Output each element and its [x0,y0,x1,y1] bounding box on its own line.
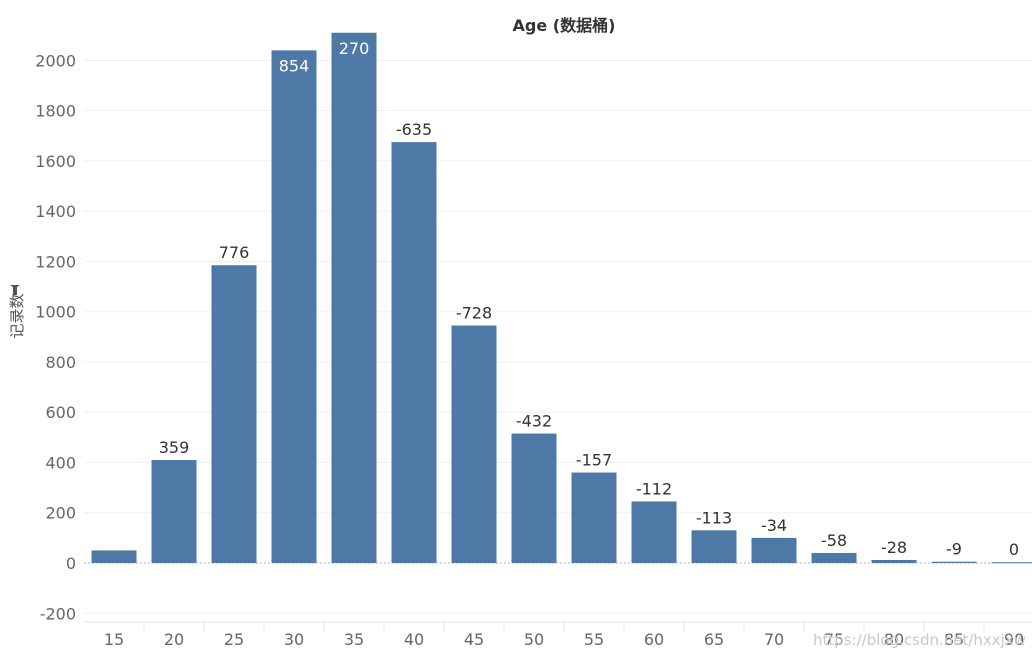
data-label-40: -635 [396,120,432,139]
bar-80 [871,559,917,563]
data-label-25: 776 [219,243,250,262]
bars [91,32,1032,564]
x-tick-label-65: 65 [704,630,724,649]
bar-25 [211,265,257,563]
y-tick-label: 2000 [35,51,76,70]
y-tick-label: 1200 [35,252,76,271]
x-tick-label-45: 45 [464,630,484,649]
x-tick-label-50: 50 [524,630,544,649]
y-tick-label: 600 [45,403,76,422]
watermark-text: https://blog.csdn.net/hxxjxw [813,631,1026,649]
x-tick-label-20: 20 [164,630,184,649]
bar-35 [331,32,377,563]
y-tick-label: 200 [45,504,76,523]
bar-data-labels: 359 776 854 270 -635 -728 -432 -157 -112 -113 -34 -… [159,39,1019,559]
data-label-85: -9 [946,540,962,559]
x-tick-label-60: 60 [644,630,664,649]
x-tick-label-90: 90 [1004,630,1024,649]
data-label-55: -157 [576,451,612,470]
x-tick-label-55: 55 [584,630,604,649]
y-tick-label: -200 [40,604,76,623]
bar-30 [271,50,317,563]
x-tick-label-85: 85 [944,630,964,649]
bar-20 [151,459,197,563]
data-label-35: 270 [339,39,370,58]
data-label-45: -728 [456,304,492,323]
x-axis-ticks: 15 20 25 30 35 40 45 50 55 60 65 70 75 80 85 90 [104,622,1024,649]
data-label-75: -58 [821,531,847,550]
y-axis-ticks: -200 0 200 400 600 800 1000 1200 1400 1600 1800 200… [35,51,76,623]
y-tick-label: 1400 [35,202,76,221]
data-label-65: -113 [696,508,732,527]
chart-title: Age (数据桶) [513,16,616,35]
bar-60 [631,501,677,563]
x-tick-label-75: 75 [824,630,844,649]
y-axis-title: 记录数 [8,293,26,338]
bar-70 [751,537,797,563]
y-tick-label: 800 [45,353,76,372]
bar-40 [391,142,437,563]
y-tick-label: 1800 [35,102,76,121]
data-label-70: -34 [761,516,787,535]
bar-45 [451,325,497,563]
bar-15 [91,550,137,563]
x-tick-label-35: 35 [344,630,364,649]
bar-85 [931,561,977,563]
y-tick-label: 1600 [35,152,76,171]
bar-55 [571,472,617,563]
y-tick-label: 0 [66,554,76,573]
data-label-50: -432 [516,412,552,431]
y-axis-label: 记录数 [8,293,26,338]
bar-50 [511,433,557,563]
x-tick-label-40: 40 [404,630,424,649]
data-label-20: 359 [159,438,190,457]
data-label-60: -112 [636,479,672,498]
x-tick-label-15: 15 [104,630,124,649]
data-label-90: 0 [1009,540,1019,559]
y-tick-label: 400 [45,453,76,472]
x-tick-label-30: 30 [284,630,304,649]
data-label-80: -28 [881,538,907,557]
bar-90 [991,562,1032,564]
x-tick-label-80: 80 [884,630,904,649]
x-tick-label-25: 25 [224,630,244,649]
pin-icon[interactable] [10,285,20,295]
data-label-30: 854 [279,56,310,75]
y-tick-label: 1000 [35,303,76,322]
bar-75 [811,552,857,563]
bar-65 [691,530,737,563]
x-tick-label-70: 70 [764,630,784,649]
